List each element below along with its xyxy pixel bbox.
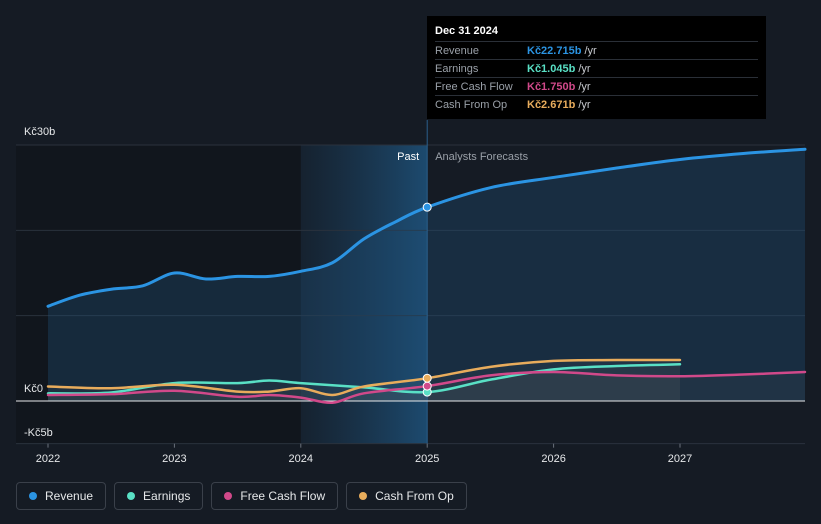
tooltip-unit: /yr: [578, 62, 591, 75]
tooltip-row-earnings: Earnings Kč1.045b /yr: [435, 59, 758, 77]
legend-dot-icon: [29, 492, 37, 500]
revenue-line: [46, 147, 807, 308]
legend-dot-icon: [224, 492, 233, 500]
free-cash-flow-line: [46, 370, 807, 404]
cash-from-op-marker: [422, 373, 432, 383]
tooltip-label: Cash From Op: [435, 98, 508, 111]
y-tick-label: Kč0: [24, 383, 43, 395]
cash-from-op-line: [46, 358, 682, 397]
tooltip-label: Earnings: [435, 62, 479, 75]
tooltip-row-free-cash-flow: Free Cash Flow Kč1.750b /yr: [435, 77, 758, 95]
tooltip-unit: /yr: [584, 44, 597, 57]
tooltip-value: Kč22.715b: [527, 44, 582, 57]
legend-dot-icon: [359, 492, 368, 500]
tooltip-unit: /yr: [578, 98, 591, 111]
y-tick-label: -Kč5b: [24, 427, 53, 439]
data-tooltip: Dec 31 2024 Revenue Kč22.715b /yr Earnin…: [427, 16, 766, 119]
tooltip-label: Free Cash Flow: [435, 80, 513, 93]
tooltip-value: Kč1.750b: [527, 80, 576, 93]
legend-item-cash-from-op[interactable]: Cash From Op: [346, 482, 467, 510]
legend-label: Free Cash Flow: [240, 489, 326, 503]
tooltip-row-cash-from-op: Cash From Op Kč2.671b /yr: [435, 95, 758, 113]
x-tick-label: 2025: [415, 453, 439, 465]
tooltip-row-revenue: Revenue Kč22.715b /yr: [435, 41, 758, 59]
legend-dot-icon: [127, 492, 136, 500]
legend-item-free-cash-flow[interactable]: Free Cash Flow: [211, 482, 339, 510]
past-label: Past: [397, 151, 419, 163]
x-tick-label: 2023: [162, 453, 186, 465]
tooltip-value: Kč2.671b: [527, 98, 576, 111]
legend-item-earnings[interactable]: Earnings: [114, 482, 204, 510]
revenue-area: [48, 149, 805, 401]
tooltip-unit: /yr: [578, 80, 591, 93]
earnings-area: [48, 364, 680, 401]
free-cash-flow-marker: [422, 381, 432, 391]
legend-label: Cash From Op: [375, 489, 454, 503]
y-tick-label: Kč30b: [24, 126, 55, 138]
tooltip-date: Dec 31 2024: [435, 25, 498, 37]
cash-from-op-area: [48, 359, 680, 401]
tooltip-value: Kč1.045b: [527, 62, 576, 75]
x-tick-label: 2022: [36, 453, 60, 465]
forecast-label: Analysts Forecasts: [435, 151, 528, 163]
legend-label: Earnings: [143, 489, 191, 503]
legend-item-revenue[interactable]: Revenue: [16, 482, 107, 510]
x-tick-label: 2027: [668, 453, 692, 465]
legend-label: Revenue: [45, 489, 94, 503]
chart-legend: Revenue Earnings Free Cash Flow Cash Fro…: [16, 482, 467, 510]
x-tick-label: 2024: [289, 453, 313, 465]
tooltip-label: Revenue: [435, 44, 480, 57]
revenue-marker: [422, 202, 432, 212]
x-tick-label: 2026: [541, 453, 565, 465]
